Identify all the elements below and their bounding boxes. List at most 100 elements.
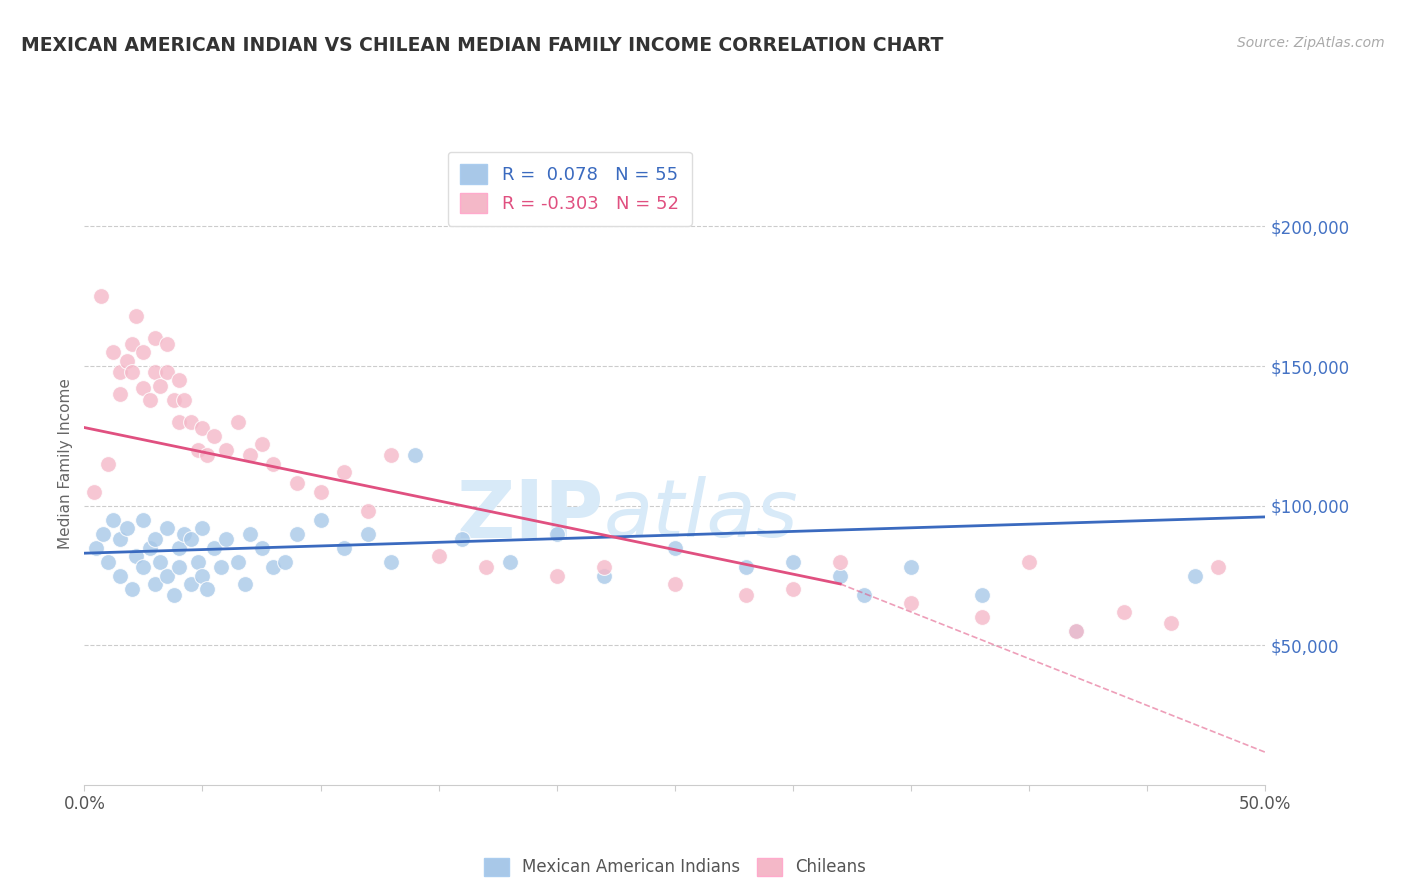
Point (226, 415, 249, 429)
Point (1066, 624, 1088, 639)
Point (546, 526, 568, 541)
Point (285, 476, 308, 491)
Point (1206, 560, 1229, 574)
Point (91, 526, 114, 541)
Point (167, 560, 190, 574)
Point (132, 513, 155, 527)
Point (191, 420, 214, 434)
Point (83, 484, 105, 499)
Point (180, 415, 202, 429)
Point (121, 365, 143, 379)
Point (274, 555, 297, 569)
Point (1160, 615, 1182, 630)
Point (215, 442, 238, 457)
Point (215, 533, 238, 547)
Point (357, 526, 380, 541)
Point (262, 560, 284, 574)
Point (143, 533, 166, 547)
Point (250, 541, 273, 555)
Text: Source: ZipAtlas.com: Source: ZipAtlas.com (1237, 36, 1385, 50)
Point (180, 577, 202, 591)
Point (90, 289, 112, 303)
Point (97, 457, 120, 471)
Point (84, 541, 107, 555)
Point (970, 588, 993, 602)
Point (132, 345, 155, 359)
Point (108, 365, 131, 379)
Point (115, 353, 138, 368)
Point (108, 387, 131, 401)
Point (1018, 555, 1040, 569)
Point (900, 597, 922, 611)
Point (970, 610, 993, 624)
Point (262, 457, 284, 471)
Text: MEXICAN AMERICAN INDIAN VS CHILEAN MEDIAN FAMILY INCOME CORRELATION CHART: MEXICAN AMERICAN INDIAN VS CHILEAN MEDIA… (21, 36, 943, 54)
Point (309, 484, 332, 499)
Point (121, 582, 143, 597)
Point (143, 365, 166, 379)
Point (202, 541, 225, 555)
Point (333, 541, 356, 555)
Point (380, 449, 402, 463)
Point (121, 336, 143, 351)
Point (108, 533, 131, 547)
Point (101, 513, 124, 527)
Point (125, 309, 148, 323)
Point (156, 365, 179, 379)
Point (285, 526, 308, 541)
Point (664, 577, 686, 591)
Y-axis label: Median Family Income: Median Family Income (58, 378, 73, 549)
Point (156, 521, 179, 535)
Point (546, 568, 568, 582)
Point (143, 331, 166, 345)
Point (333, 465, 356, 479)
Point (498, 555, 520, 569)
Point (195, 449, 218, 463)
Point (1184, 568, 1206, 582)
Point (167, 415, 190, 429)
Point (156, 568, 179, 582)
Point (357, 504, 380, 518)
Point (187, 555, 209, 569)
Point (1112, 605, 1135, 619)
Point (108, 568, 131, 582)
Point (782, 582, 804, 597)
Point (239, 449, 262, 463)
Text: atlas: atlas (605, 476, 799, 554)
Point (900, 560, 922, 574)
Point (475, 560, 498, 574)
Point (139, 392, 162, 407)
Point (451, 533, 474, 547)
Point (191, 521, 214, 535)
Point (380, 555, 402, 569)
Point (115, 521, 138, 535)
Point (173, 526, 195, 541)
Point (593, 568, 616, 582)
Point (132, 381, 155, 395)
Point (427, 549, 450, 563)
Point (852, 588, 875, 602)
Point (830, 555, 852, 569)
Point (593, 560, 616, 574)
Point (180, 533, 202, 547)
Point (167, 541, 190, 555)
Point (125, 549, 148, 563)
Point (734, 588, 756, 602)
Point (187, 442, 209, 457)
Point (149, 378, 172, 392)
Point (202, 429, 225, 443)
Text: ZIP: ZIP (457, 476, 605, 554)
Point (173, 392, 195, 407)
Legend: Mexican American Indians, Chileans: Mexican American Indians, Chileans (477, 851, 873, 883)
Point (226, 555, 249, 569)
Point (782, 555, 804, 569)
Point (734, 560, 756, 574)
Point (233, 577, 256, 591)
Point (167, 373, 190, 387)
Point (163, 588, 186, 602)
Point (97, 555, 120, 569)
Point (250, 437, 273, 451)
Point (1066, 624, 1088, 639)
Point (404, 449, 426, 463)
Point (139, 541, 162, 555)
